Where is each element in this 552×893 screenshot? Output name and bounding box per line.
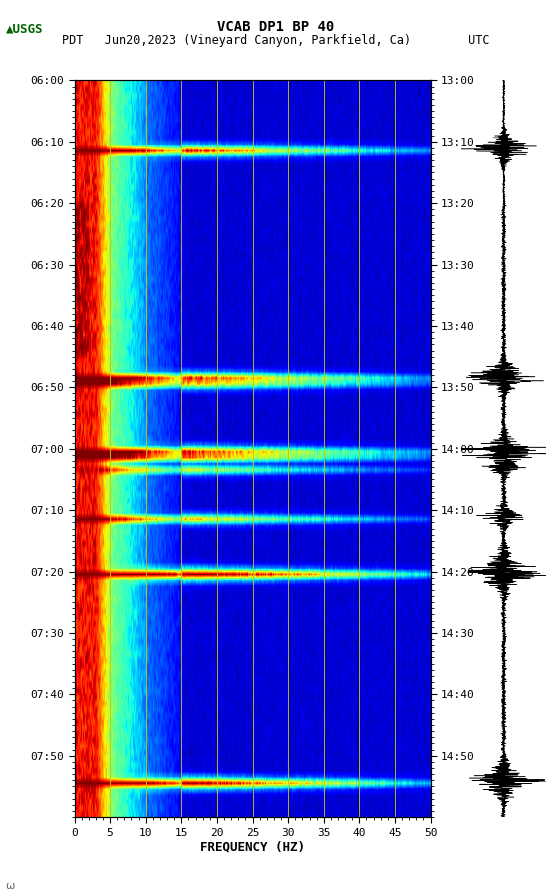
Text: PDT   Jun20,2023 (Vineyard Canyon, Parkfield, Ca)        UTC: PDT Jun20,2023 (Vineyard Canyon, Parkfie… bbox=[62, 34, 490, 47]
Text: VCAB DP1 BP 40: VCAB DP1 BP 40 bbox=[217, 20, 335, 34]
X-axis label: FREQUENCY (HZ): FREQUENCY (HZ) bbox=[200, 840, 305, 854]
Text: ▲USGS: ▲USGS bbox=[6, 22, 43, 36]
Text: ω: ω bbox=[6, 880, 15, 890]
